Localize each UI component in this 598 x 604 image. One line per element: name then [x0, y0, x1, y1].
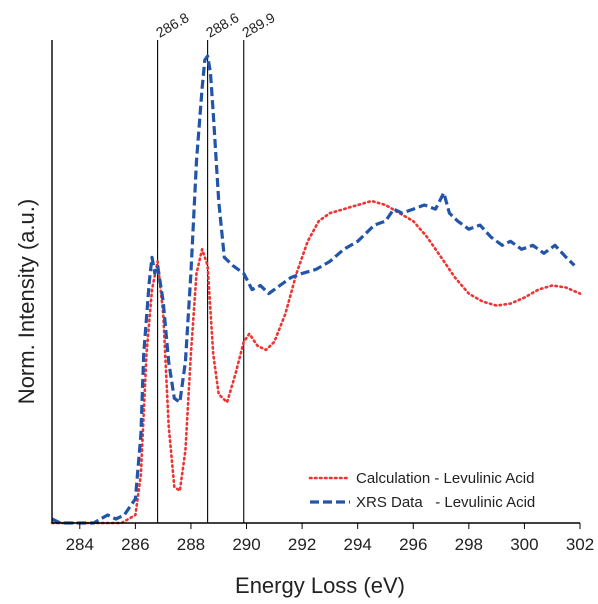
axes: 284 286 288 290 292 294 296 298 300 302 Energy Los… — [14, 40, 594, 598]
legend-label: Calculation - Levulinic Acid — [356, 470, 534, 487]
x-tick-label: 302 — [566, 535, 594, 554]
series-lines — [50, 54, 582, 525]
calculation-series-line — [50, 199, 582, 525]
y-axis-label: Norm. Intensity (a.u.) — [14, 199, 39, 404]
x-tick-label: 298 — [455, 535, 483, 554]
x-tick-label: 286 — [121, 535, 149, 554]
x-tick-label: 284 — [66, 535, 94, 554]
reference-line-label: 289.9 — [239, 9, 278, 40]
x-tick-label: 294 — [343, 535, 371, 554]
x-tick-label: 296 — [399, 535, 427, 554]
reference-line-label: 288.6 — [203, 9, 242, 40]
legend: Calculation - Levulinic Acid XRS Data - L… — [308, 470, 535, 511]
x-tick-label: 300 — [510, 535, 538, 554]
x-axis-label: Energy Loss (eV) — [235, 573, 405, 598]
x-tick-label: 290 — [232, 535, 260, 554]
reference-line-label: 286.8 — [153, 9, 192, 40]
x-tick-label: 292 — [288, 535, 316, 554]
x-tick-label: 288 — [177, 535, 205, 554]
xrs-data-series-line — [51, 54, 576, 525]
legend-label: XRS Data - Levulinic Acid — [356, 494, 535, 511]
